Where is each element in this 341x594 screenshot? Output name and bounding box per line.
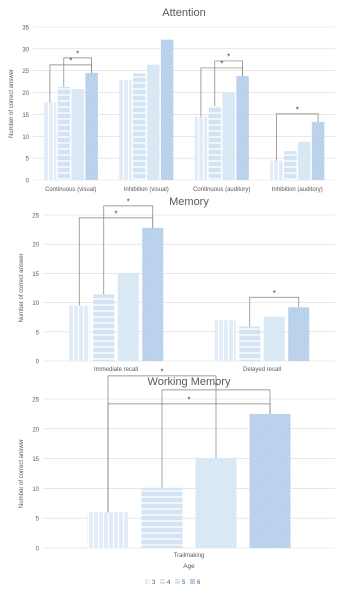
bar-age-4: [57, 86, 71, 180]
y-axis-label: Number of correct answer: [9, 69, 15, 138]
y-axis-label: Number of correct answer: [19, 253, 25, 322]
y-tick-label: 5: [36, 517, 40, 523]
chart-panel-3: Working Memory 0 5 10 15 20 25 Number of correc…: [19, 367, 335, 570]
bar-age-3: [194, 116, 208, 180]
significance-bracket: [107, 403, 271, 513]
bar-age-6: [249, 413, 291, 548]
category-label: Inhibition (auditory): [272, 187, 323, 193]
bar-age-6: [288, 307, 310, 361]
bar-age-6: [160, 39, 174, 181]
y-tick-label: 0: [36, 360, 40, 366]
significance-bracket: [214, 60, 243, 107]
bar-age-5: [263, 316, 285, 361]
bar-age-6: [311, 121, 325, 180]
bar-age-6: [236, 75, 249, 180]
x-axis-label: Age: [183, 563, 195, 570]
significance-marker: *: [76, 49, 79, 58]
y-tick-label: 25: [32, 214, 39, 220]
chart-panel-1: Attention 0 5 10 15 20 25 30 35 Number of correct…: [9, 7, 335, 193]
y-tick-label: 35: [22, 26, 29, 32]
significance-bracket: [107, 375, 217, 513]
y-tick-label: 10: [32, 487, 39, 493]
bar-age-5: [195, 458, 237, 548]
bar-age-4: [208, 106, 222, 180]
bar-age-3: [270, 160, 283, 180]
category-label: Trailmaking: [174, 553, 205, 559]
legend-swatch-age-3: [145, 579, 150, 584]
bar-age-4: [239, 326, 261, 361]
legend-label: 5: [182, 580, 186, 586]
bar-age-5: [117, 272, 139, 361]
significance-marker: *: [273, 289, 276, 298]
y-tick-label: 10: [32, 301, 39, 307]
significance-bracket: [78, 217, 154, 306]
bar-age-3: [68, 305, 90, 361]
bar-age-5: [71, 89, 84, 180]
y-tick-label: 5: [36, 330, 40, 336]
legend-swatch-age-5: [175, 579, 180, 584]
legend-label: 4: [167, 580, 171, 586]
significance-marker: *: [69, 56, 72, 65]
legend-label: 6: [197, 580, 201, 586]
chart-panel-2: Memory 0 5 10 15 20 25 Number of correct answer…: [19, 196, 335, 373]
category-label: Delayed recall: [243, 367, 281, 373]
significance-bracket: [103, 205, 154, 295]
bar-age-3: [119, 79, 132, 180]
legend-swatch-age-6: [190, 579, 195, 584]
category-label: Continuous (visual): [45, 187, 96, 193]
significance-marker: *: [160, 367, 163, 376]
y-tick-label: 0: [36, 547, 40, 553]
y-tick-label: 5: [26, 157, 30, 163]
significance-bracket: [63, 57, 92, 87]
significance-marker: *: [296, 105, 299, 114]
bar-age-5: [146, 64, 160, 180]
significance-marker: *: [227, 52, 230, 61]
bar-age-4: [93, 294, 115, 361]
y-tick-label: 15: [32, 457, 39, 463]
bar-age-5: [222, 92, 235, 180]
significance-marker: *: [127, 197, 130, 206]
y-tick-label: 10: [22, 135, 29, 141]
significance-marker: *: [114, 209, 117, 218]
legend-label: 3: [152, 580, 156, 586]
category-label: Immediate recall: [94, 367, 138, 373]
y-tick-label: 15: [22, 113, 29, 119]
bar-age-5: [297, 141, 311, 180]
y-tick-label: 0: [26, 179, 30, 185]
bar-age-3: [43, 102, 57, 180]
significance-marker: *: [220, 59, 223, 68]
bar-age-6: [142, 227, 164, 361]
y-tick-label: 20: [32, 427, 39, 433]
bar-age-3: [87, 512, 129, 548]
y-tick-label: 30: [22, 47, 29, 53]
significance-bracket: [276, 113, 319, 161]
legend-swatch-age-4: [160, 579, 165, 584]
chart-title: Attention: [162, 7, 205, 19]
y-tick-label: 15: [32, 272, 39, 278]
bar-age-6: [85, 72, 98, 180]
charts-layer: Attention 0 5 10 15 20 25 30 35 Number of correct…: [9, 7, 335, 570]
bar-age-4: [133, 73, 146, 180]
bar-age-4: [284, 151, 297, 180]
significance-marker: *: [187, 395, 190, 404]
y-tick-label: 20: [22, 91, 29, 97]
category-label: Continuous (auditory): [193, 187, 250, 193]
bar-age-3: [214, 320, 236, 361]
y-axis-label: Number of correct answer: [19, 439, 25, 508]
y-tick-label: 25: [22, 69, 29, 75]
bar-age-4: [141, 487, 183, 548]
category-label: Inhibition (visual): [124, 187, 169, 193]
chart-title: Memory: [169, 196, 209, 208]
significance-bracket: [249, 296, 300, 327]
legend: 3 4 5 6: [145, 579, 201, 586]
chart-title: Working Memory: [148, 376, 231, 388]
y-tick-label: 25: [32, 398, 39, 404]
y-tick-label: 20: [32, 243, 39, 249]
